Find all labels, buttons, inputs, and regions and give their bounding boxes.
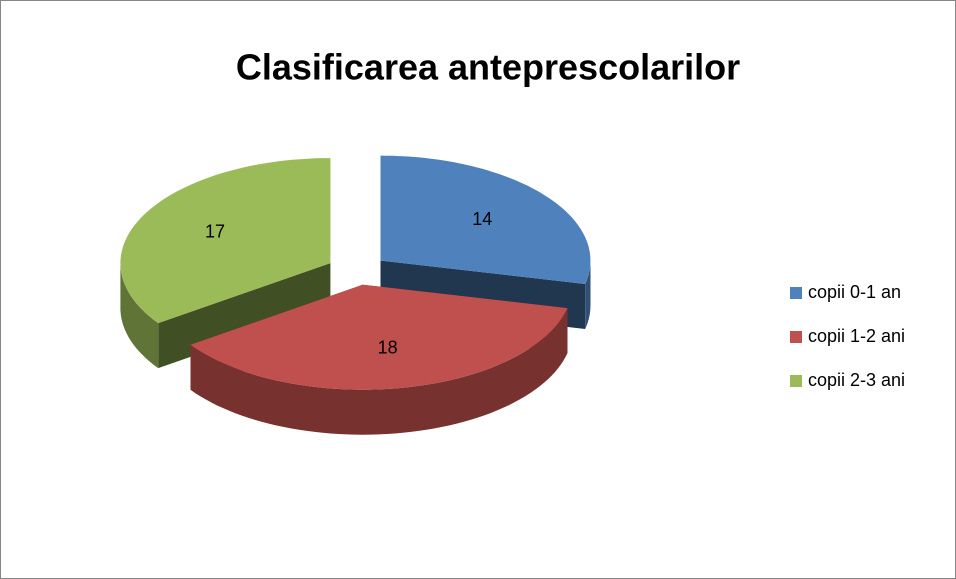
slice-side — [190, 308, 568, 435]
slice-side — [120, 263, 159, 369]
slice-top — [380, 155, 591, 284]
data-label: 14 — [472, 209, 492, 229]
slice-side — [585, 260, 591, 329]
legend-label: copii 2-3 ani — [808, 370, 905, 390]
slice-top — [190, 284, 568, 390]
chart-title: Clasificarea anteprescolarilor — [236, 47, 740, 88]
legend-label: copii 0-1 an — [808, 282, 901, 302]
legend-swatch — [790, 287, 802, 299]
slice — [190, 284, 568, 435]
data-label: 17 — [205, 222, 225, 242]
legend-label: copii 1-2 ani — [808, 326, 905, 346]
data-label: 18 — [378, 337, 398, 357]
legend-swatch — [790, 375, 802, 387]
slice-top — [120, 158, 331, 324]
legend-swatch — [790, 331, 802, 343]
